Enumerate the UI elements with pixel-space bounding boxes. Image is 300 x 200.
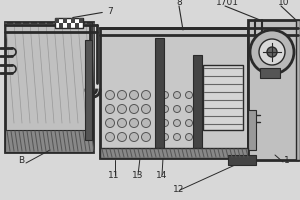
Text: 14: 14 bbox=[156, 171, 167, 180]
Circle shape bbox=[185, 92, 193, 98]
Circle shape bbox=[161, 106, 169, 112]
Circle shape bbox=[161, 134, 169, 140]
Circle shape bbox=[106, 132, 115, 142]
Circle shape bbox=[142, 90, 151, 99]
Bar bbox=[71, 18, 75, 23]
Circle shape bbox=[161, 119, 169, 127]
Bar bbox=[63, 18, 67, 23]
Bar bbox=[75, 23, 79, 28]
Circle shape bbox=[185, 119, 193, 127]
Bar bbox=[155, 38, 164, 153]
Circle shape bbox=[142, 118, 151, 128]
Bar bbox=[5, 130, 93, 152]
Bar bbox=[203, 65, 243, 130]
Bar bbox=[67, 23, 71, 28]
Circle shape bbox=[142, 132, 151, 142]
Circle shape bbox=[106, 90, 115, 99]
Circle shape bbox=[130, 90, 139, 99]
Circle shape bbox=[161, 92, 169, 98]
Circle shape bbox=[250, 30, 294, 74]
Bar bbox=[248, 110, 256, 150]
Circle shape bbox=[118, 90, 127, 99]
Bar bbox=[5, 22, 93, 152]
Bar bbox=[228, 155, 256, 165]
Circle shape bbox=[173, 106, 181, 112]
Bar bbox=[79, 18, 83, 23]
Text: 8: 8 bbox=[176, 0, 182, 7]
Circle shape bbox=[106, 118, 115, 128]
Text: 1701: 1701 bbox=[216, 0, 239, 7]
Circle shape bbox=[118, 104, 127, 114]
Bar bbox=[260, 68, 280, 78]
Circle shape bbox=[259, 39, 285, 65]
Circle shape bbox=[118, 132, 127, 142]
Bar bbox=[100, 148, 248, 158]
Circle shape bbox=[173, 92, 181, 98]
Text: 1: 1 bbox=[284, 156, 290, 165]
Circle shape bbox=[185, 134, 193, 140]
Text: 10: 10 bbox=[278, 0, 290, 7]
Circle shape bbox=[185, 106, 193, 112]
Bar bbox=[55, 18, 59, 23]
Text: B: B bbox=[18, 156, 24, 165]
Circle shape bbox=[130, 118, 139, 128]
Circle shape bbox=[142, 104, 151, 114]
Bar bbox=[59, 23, 63, 28]
Text: 13: 13 bbox=[132, 171, 143, 180]
Bar bbox=[85, 40, 92, 140]
Text: 11: 11 bbox=[108, 171, 119, 180]
Bar bbox=[100, 28, 248, 158]
Circle shape bbox=[173, 134, 181, 140]
Circle shape bbox=[130, 132, 139, 142]
Text: 12: 12 bbox=[173, 185, 184, 194]
Circle shape bbox=[118, 118, 127, 128]
Circle shape bbox=[267, 47, 277, 57]
Bar bbox=[248, 20, 298, 160]
Circle shape bbox=[173, 119, 181, 127]
Bar bbox=[193, 55, 202, 153]
Text: 7: 7 bbox=[107, 6, 113, 16]
Circle shape bbox=[106, 104, 115, 114]
Bar bbox=[55, 18, 83, 28]
Bar bbox=[296, 20, 300, 160]
Circle shape bbox=[130, 104, 139, 114]
